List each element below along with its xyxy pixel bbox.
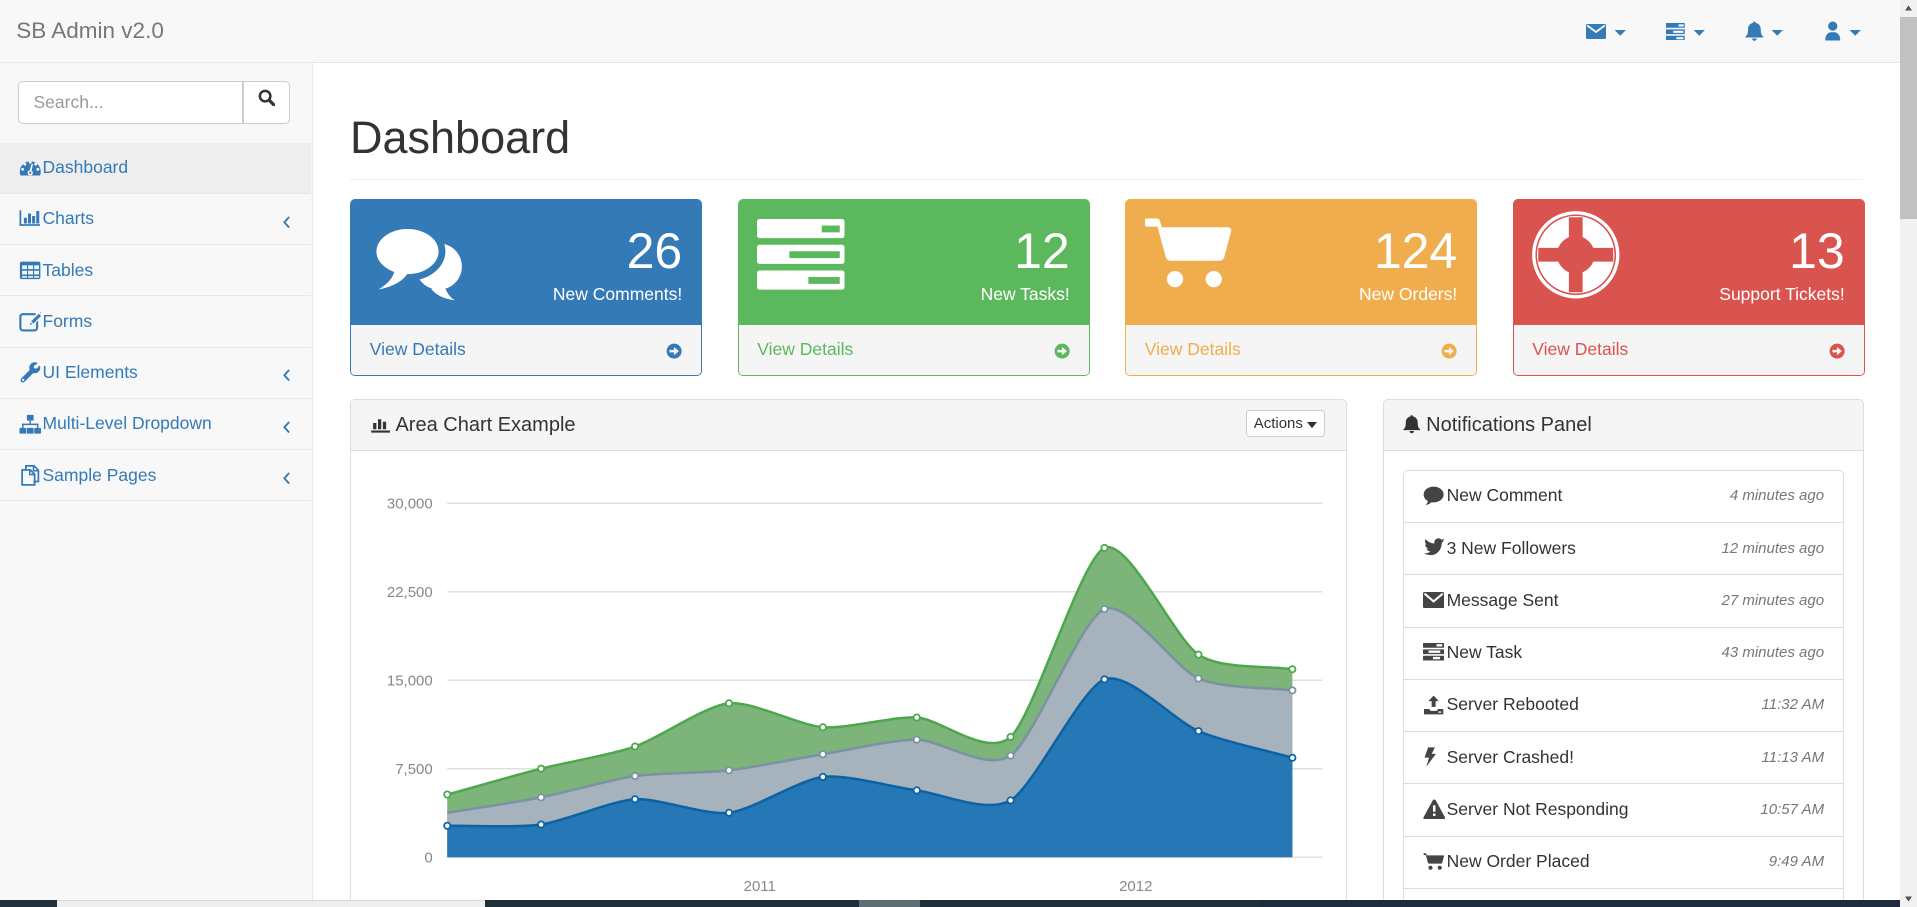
svg-text:15,000: 15,000 [387, 673, 433, 690]
svg-text:30,000: 30,000 [387, 496, 433, 513]
svg-text:7,500: 7,500 [395, 761, 433, 778]
svg-text:2012: 2012 [1119, 878, 1152, 895]
svg-text:22,500: 22,500 [387, 584, 433, 601]
svg-text:0: 0 [424, 850, 432, 867]
svg-text:2011: 2011 [744, 878, 776, 895]
